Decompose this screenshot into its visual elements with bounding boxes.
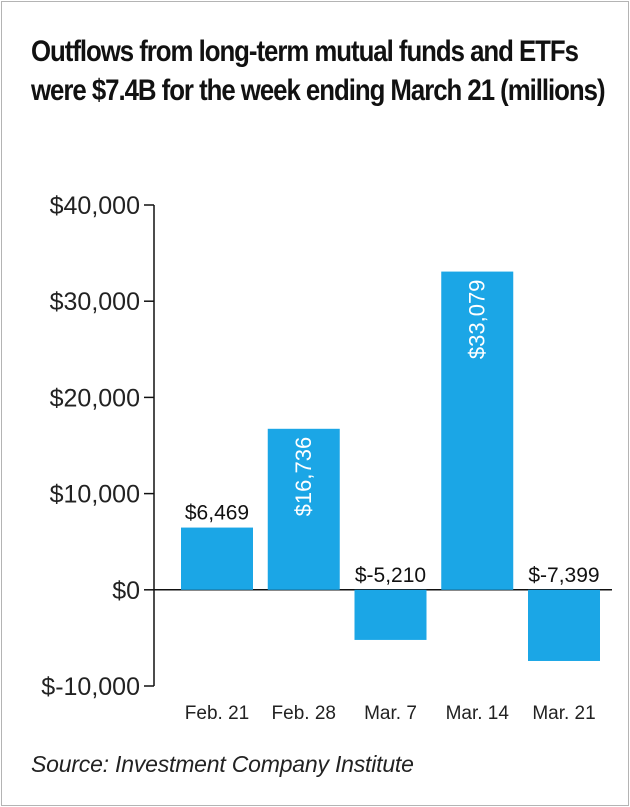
bars	[181, 271, 600, 661]
y-tick-label: $20,000	[50, 384, 140, 412]
y-tick-label: $0	[112, 577, 140, 605]
bar	[354, 589, 427, 640]
value-label: $16,736	[291, 437, 316, 517]
value-label: $-5,210	[355, 564, 426, 587]
x-tick-label: Feb. 21	[185, 703, 249, 724]
x-tick-label: Mar. 21	[532, 703, 595, 724]
bar	[528, 589, 600, 661]
value-label: $33,079	[465, 280, 490, 360]
x-tick-label: Mar. 7	[364, 703, 417, 724]
y-tick-label: $40,000	[50, 192, 140, 220]
x-axis-labels: Feb. 21 Feb. 28 Mar. 7 Mar. 14 Mar. 21	[185, 703, 596, 724]
source-note: Source: Investment Company Institute	[31, 751, 414, 777]
chart-title: Outflows from long-term mutual funds and…	[31, 35, 606, 107]
y-tick-label: $-10,000	[41, 673, 140, 701]
value-label: $6,469	[185, 502, 249, 525]
bar	[267, 428, 340, 590]
value-label: $-7,399	[528, 564, 599, 587]
x-tick-label: Mar. 14	[446, 703, 510, 724]
value-labels: $6,469 $16,736 $-5,210 $33,079 $-7,399	[185, 280, 600, 587]
y-tick-label: $10,000	[50, 481, 140, 509]
bar	[441, 271, 514, 590]
y-tick-label: $30,000	[50, 288, 140, 316]
bar	[181, 527, 253, 590]
x-tick-label: Feb. 28	[272, 703, 336, 724]
y-axis: $40,000 $30,000 $20,000 $10,000 $0 $-10,000	[41, 192, 612, 701]
